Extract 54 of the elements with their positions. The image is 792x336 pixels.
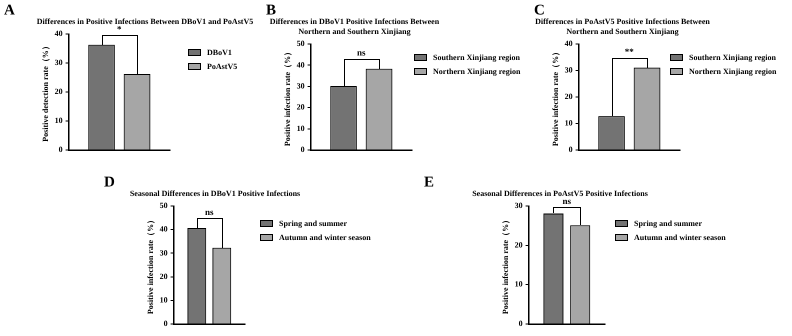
y-tick-label: 10: [514, 280, 523, 289]
y-tick-label: 20: [54, 87, 63, 96]
y-tick-label: 30: [564, 66, 573, 75]
y-tick-label: 20: [564, 92, 573, 102]
y-tick-label: 20: [160, 272, 168, 281]
text: C: [534, 2, 545, 18]
y-tick-label: 40: [564, 39, 573, 48]
y-tick-label: 10: [296, 124, 305, 133]
y-tick-label: 50: [296, 39, 305, 48]
chart-title: Differences in Positive Infections Between DBoV1 and PoAstV5: [36, 17, 254, 26]
y-tick-label: 0: [164, 319, 168, 328]
y-axis-title: Positive detection rate（%）: [40, 42, 50, 142]
y-axis-title: Positive infection rate（%）: [146, 216, 155, 314]
y-tick-label: 50: [160, 201, 168, 210]
legend-label: Autumn and winter season: [634, 232, 726, 242]
legend-label: Spring and summer: [634, 218, 702, 228]
y-tick-label: 30: [54, 58, 63, 68]
chart-title: Differences in DBoV1 Positive Infections Between Northern and Southern Xinjiang: [268, 17, 440, 37]
y-tick-label: 20: [296, 102, 305, 112]
legend-label: Autumn and winter season: [279, 232, 371, 242]
y-tick-label: 30: [514, 201, 523, 210]
y-tick-label: 10: [54, 116, 63, 126]
legend-label: DBoV1: [207, 48, 232, 56]
annotation: ns: [205, 206, 214, 217]
chart-title: Differences in PoAstV5 Positive Infections Between Northern and Southern Xinjiang: [535, 17, 710, 37]
y-tick-label: 0: [300, 145, 305, 154]
y-tick-label: 0: [568, 145, 573, 154]
y-tick-label: 20: [514, 240, 523, 250]
annotation: ns: [357, 48, 366, 58]
legend-label: Spring and summer: [279, 218, 348, 228]
text: E: [424, 174, 434, 190]
y-tick-label: 10: [160, 295, 168, 304]
y-tick-label: 10: [564, 118, 573, 128]
text: D: [104, 174, 115, 190]
y-tick-label: 40: [160, 224, 168, 234]
y-tick-label: 40: [54, 29, 63, 38]
legend-label: Southern Xinjiang region: [689, 52, 776, 62]
text: A: [4, 2, 15, 18]
y-axis-title: Positive infection rate（%）: [550, 48, 560, 146]
text: *: [117, 24, 122, 34]
y-axis-title: Positive infection rate（%）: [500, 216, 510, 314]
annotation: **: [624, 46, 634, 56]
legend-label: Northern Xinjiang region: [689, 66, 776, 76]
text: B: [266, 2, 276, 18]
y-axis-title: Positive infection rate（%）: [282, 48, 292, 146]
legend-label: PoAstV5: [207, 62, 238, 70]
y-tick-label: 30: [296, 81, 305, 90]
y-tick-label: 40: [296, 60, 305, 70]
y-tick-label: 30: [160, 248, 168, 258]
legend-label: Northern Xinjiang region: [433, 66, 520, 76]
y-tick-label: 0: [518, 319, 523, 328]
legend-label: Southern Xinjiang region: [433, 52, 520, 62]
chart-title: Seasonal Differences in DBoV1 Positive Infections: [128, 189, 302, 199]
y-tick-label: 0: [58, 145, 63, 154]
